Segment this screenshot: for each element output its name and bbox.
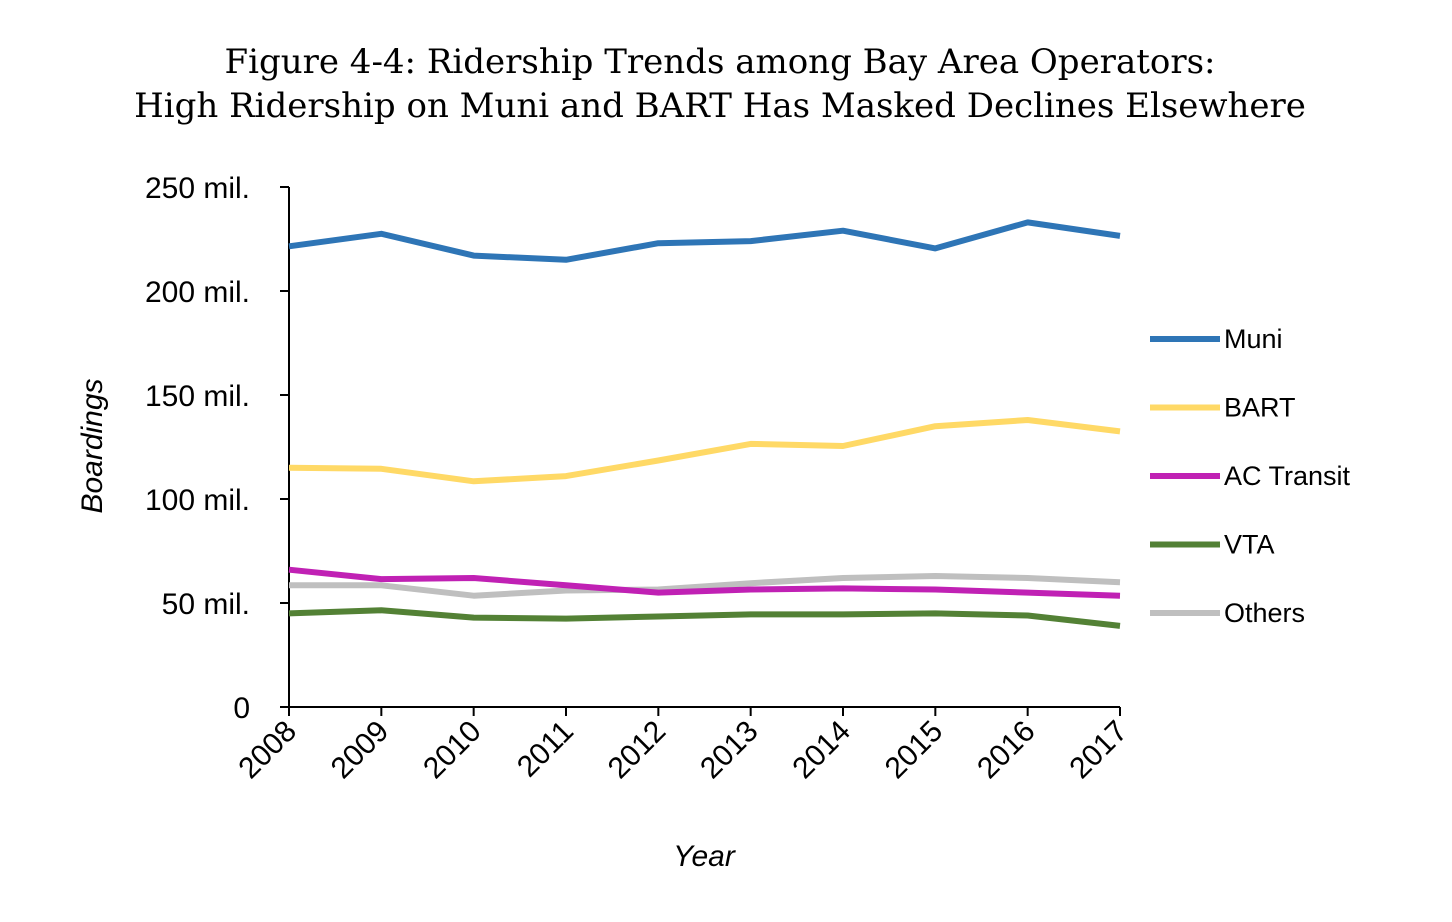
series-line-ac-transit	[288, 566, 1121, 599]
x-tick-label: 2016	[971, 715, 1042, 786]
x-axis-title: Year	[673, 840, 736, 873]
x-tick-label: 2012	[602, 715, 673, 786]
chart-title: Figure 4-4: Ridership Trends among Bay A…	[225, 42, 1216, 82]
series-line-others	[289, 573, 1121, 599]
x-tick-label: 2011	[511, 715, 580, 784]
legend-label: Others	[1224, 598, 1305, 628]
y-tick-label: 200 mil.	[145, 276, 250, 309]
legend-item-bart: BART	[1150, 393, 1296, 423]
x-tick-label: 2017	[1063, 715, 1134, 786]
x-tick-label: 2008	[232, 715, 303, 786]
y-tick-label: 250 mil.	[145, 172, 250, 205]
y-tick-label: 0	[233, 692, 250, 725]
series-line-muni	[288, 219, 1121, 263]
legend-item-vta: VTA	[1150, 530, 1275, 560]
legend-label: BART	[1224, 393, 1296, 423]
y-tick-label: 100 mil.	[145, 484, 250, 517]
legend-label: VTA	[1224, 530, 1275, 560]
y-tick-label: 50 mil.	[162, 588, 250, 621]
x-tick-label: 2015	[879, 715, 950, 786]
chart-subtitle: High Ridership on Muni and BART Has Mask…	[134, 86, 1306, 126]
legend-item-others: Others	[1150, 598, 1305, 628]
legend-label: Muni	[1224, 324, 1283, 354]
x-tick-label: 2014	[786, 715, 857, 786]
x-tick-label: 2013	[694, 715, 765, 786]
legend-item-muni: Muni	[1150, 324, 1283, 354]
plot-area: 0 50 mil. 100 mil. 150 mil. 200 mil. 250 mil.…	[145, 172, 1134, 785]
y-axis-title: Boardings	[76, 378, 109, 513]
series-line-vta	[288, 607, 1121, 629]
legend-item-ac-transit: AC Transit	[1150, 461, 1351, 491]
x-tick-label: 2009	[325, 715, 396, 786]
y-tick-label: 150 mil.	[145, 380, 250, 413]
legend: Muni BART AC Transit VTA Others	[1150, 324, 1351, 628]
legend-label: AC Transit	[1224, 461, 1351, 491]
x-tick-label: 2010	[417, 715, 488, 786]
series-line-bart	[288, 417, 1121, 485]
